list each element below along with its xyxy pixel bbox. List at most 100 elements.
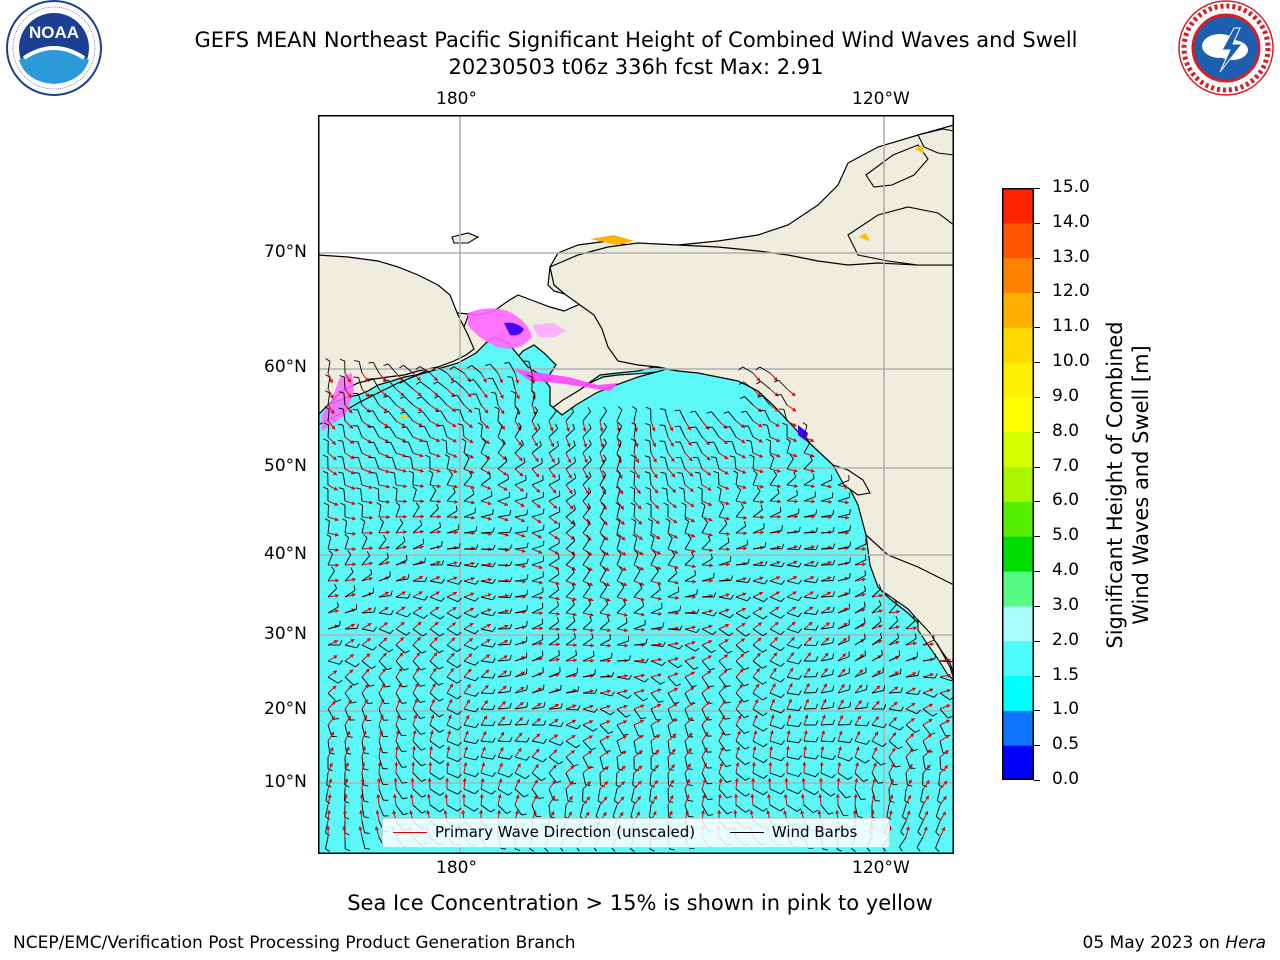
wind-barb-flag (675, 683, 681, 687)
wave-arrow-head (504, 517, 509, 522)
wave-arrow-head (655, 504, 659, 509)
wind-barb-flag (441, 540, 443, 547)
wave-arrow-head (634, 443, 639, 448)
wave-arrow-head (504, 532, 509, 537)
wave-arrow-head (775, 423, 780, 427)
wind-barb (412, 724, 421, 735)
wave-arrow-head (806, 667, 811, 672)
wind-barb (480, 740, 493, 743)
wave-arrow-head (386, 545, 390, 550)
wind-barb-flag (494, 406, 500, 410)
wind-barb (752, 564, 766, 567)
wind-barb-flag (847, 776, 853, 780)
wind-barb (760, 380, 771, 390)
wave-arrow-head (352, 516, 356, 521)
wind-barb (786, 513, 799, 518)
wave-arrow-head (379, 730, 384, 735)
wind-barb (344, 608, 357, 614)
wind-barb-flag (457, 773, 462, 779)
wind-barb (803, 442, 811, 454)
wind-barb (905, 756, 911, 769)
wind-barb (633, 488, 636, 502)
wind-barb-flag (694, 471, 700, 474)
wind-barb-flag (836, 848, 842, 852)
wind-barb-flag (863, 633, 866, 639)
wind-barb-flag (716, 486, 722, 490)
wave-arrow-head (913, 626, 917, 631)
wind-barb-flag (745, 633, 751, 637)
wave-arrow-head (384, 423, 389, 427)
wind-barb-flag (814, 791, 819, 796)
wind-barb-flag (353, 682, 359, 686)
wind-barb-flag (456, 679, 462, 684)
wave-arrow-head (347, 700, 352, 705)
wave-arrow-head (447, 730, 452, 735)
colorbar-tick-label: 2.0 (1052, 629, 1080, 650)
wind-barb-flag (336, 699, 342, 703)
wind-barb (701, 558, 713, 566)
wind-barb (888, 788, 891, 802)
wave-arrow-head (771, 683, 776, 688)
wave-arrow-head (725, 623, 729, 628)
wind-barb-flag (457, 695, 462, 700)
wind-barb (616, 473, 621, 486)
wave-arrow-head (420, 514, 424, 519)
wind-barb (343, 376, 346, 390)
wind-barb-flag (603, 438, 607, 444)
wind-barb-flag (636, 566, 641, 571)
wind-barb (701, 772, 708, 784)
wave-arrow-head (639, 566, 644, 571)
wave-arrow-head (551, 458, 555, 463)
wave-arrow-head (359, 794, 364, 798)
wind-barb-flag (749, 454, 755, 458)
wind-barb (514, 409, 520, 422)
wind-barb (786, 676, 799, 680)
wave-arrow-head (622, 567, 627, 571)
wave-arrow-head (838, 730, 843, 735)
wind-barb-flag (368, 378, 374, 380)
wind-barb (684, 644, 696, 652)
wave-arrow-head (688, 457, 693, 462)
ice-note: Sea Ice Concentration > 15% is shown in … (347, 891, 933, 915)
wave-arrow-head (692, 579, 696, 584)
wind-barb-flag (421, 810, 427, 814)
wind-barb-flag (541, 777, 546, 781)
wind-barb (695, 426, 703, 438)
wind-barb-flag (832, 702, 835, 708)
wind-barb-flag (694, 570, 696, 576)
wave-arrow-head (906, 810, 911, 815)
wave-arrow-head (503, 471, 508, 476)
wind-barb-flag (632, 534, 638, 538)
wave-arrow-head (369, 515, 373, 520)
wind-barb-flag (863, 779, 869, 783)
wind-barb-flag (543, 720, 547, 726)
wind-barb (649, 488, 652, 502)
wave-arrow-head (554, 719, 559, 723)
wind-barb-flag (401, 750, 407, 753)
wind-barb (650, 708, 657, 720)
wind-barb-flag (623, 733, 629, 736)
wind-barb (424, 426, 431, 438)
wind-barb (548, 671, 561, 678)
wind-barb-flag (849, 509, 851, 515)
wave-arrow-head (774, 637, 778, 642)
wave-arrow-head (605, 735, 610, 740)
wind-barb (497, 740, 511, 743)
wind-barb-flag (541, 634, 544, 640)
wind-barb (327, 740, 331, 753)
wave-arrow-head (908, 764, 913, 769)
wave-arrow-head (463, 762, 468, 766)
wind-barb (752, 546, 765, 550)
wind-barb-flag (611, 671, 615, 677)
wave-arrow-head (784, 778, 789, 782)
wind-barb-flag (587, 582, 591, 588)
wind-barb (463, 512, 476, 518)
wave-arrow-head (819, 762, 824, 766)
wind-barb-flag (557, 457, 560, 463)
wave-arrow-head (536, 733, 541, 738)
wave-arrow-head (331, 425, 336, 430)
wind-barb-flag (439, 792, 445, 796)
wind-barb-flag (571, 583, 575, 589)
wind-barb-flag (421, 763, 426, 767)
wind-barb (918, 804, 924, 817)
